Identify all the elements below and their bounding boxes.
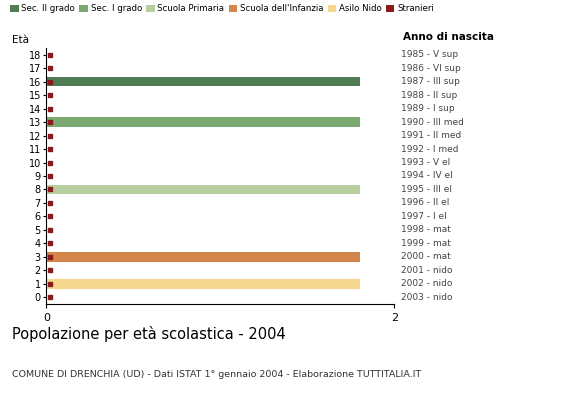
Text: 1994 - IV el: 1994 - IV el [401,172,453,180]
Bar [46,77,360,86]
Text: 1993 - V el: 1993 - V el [401,158,451,167]
Text: 1987 - III sup: 1987 - III sup [401,77,461,86]
Text: 1989 - I sup: 1989 - I sup [401,104,455,113]
Legend: Sec. II grado, Sec. I grado, Scuola Primaria, Scuola dell'Infanzia, Asilo Nido, : Sec. II grado, Sec. I grado, Scuola Prim… [10,4,434,13]
Text: 2003 - nido: 2003 - nido [401,293,453,302]
Text: 1988 - II sup: 1988 - II sup [401,91,458,100]
Text: 1985 - V sup: 1985 - V sup [401,50,458,59]
Text: 1986 - VI sup: 1986 - VI sup [401,64,461,73]
Text: 1995 - III el: 1995 - III el [401,185,452,194]
Bar [46,252,360,262]
Text: Età: Età [12,36,28,46]
Text: 1992 - I med: 1992 - I med [401,144,459,154]
Text: 1991 - II med: 1991 - II med [401,131,462,140]
Text: Popolazione per età scolastica - 2004: Popolazione per età scolastica - 2004 [12,326,285,342]
Text: 1996 - II el: 1996 - II el [401,198,450,208]
Text: 1990 - III med: 1990 - III med [401,118,464,127]
Bar [46,185,360,194]
Text: 1997 - I el: 1997 - I el [401,212,447,221]
Text: 1998 - mat: 1998 - mat [401,225,451,234]
Text: 2002 - nido: 2002 - nido [401,279,453,288]
Bar [46,117,360,127]
Text: 2001 - nido: 2001 - nido [401,266,453,275]
Text: COMUNE DI DRENCHIA (UD) - Dati ISTAT 1° gennaio 2004 - Elaborazione TUTTITALIA.I: COMUNE DI DRENCHIA (UD) - Dati ISTAT 1° … [12,370,421,379]
Text: 1999 - mat: 1999 - mat [401,239,451,248]
Bar [46,279,360,288]
Text: Anno di nascita: Anno di nascita [403,32,494,42]
Text: 2000 - mat: 2000 - mat [401,252,451,261]
